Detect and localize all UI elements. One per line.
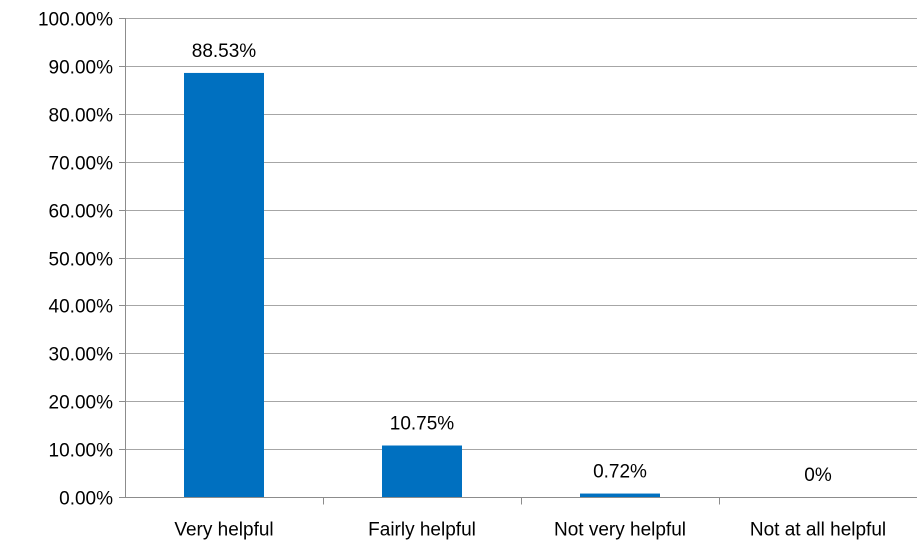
y-tick-label: 80.00% <box>49 106 114 127</box>
y-tick-label: 60.00% <box>49 202 114 223</box>
bar-fairly-helpful <box>382 445 462 497</box>
bar-very-helpful <box>184 72 264 498</box>
x-category-label: Not at all helpful <box>750 520 886 541</box>
bar-not-very-helpful <box>580 493 660 497</box>
y-tick-label: 40.00% <box>49 297 114 318</box>
x-category-label: Not very helpful <box>554 520 686 541</box>
x-category-label: Fairly helpful <box>368 520 476 541</box>
data-label: 0.72% <box>593 462 647 483</box>
y-tick-label: 70.00% <box>49 154 114 175</box>
y-tick-label: 50.00% <box>49 250 114 271</box>
y-tick-label: 90.00% <box>49 58 114 79</box>
y-tick-label: 0.00% <box>59 489 113 510</box>
bars <box>184 72 660 498</box>
y-axis-tick-labels: 0.00% 10.00% 20.00% 30.00% 40.00% 50.00% 60.00… <box>38 10 125 510</box>
data-label: 10.75% <box>390 414 455 435</box>
data-labels: 88.53% 10.75% 0.72% 0% <box>192 41 832 486</box>
x-axis <box>119 18 917 505</box>
y-tick-label: 100.00% <box>38 10 113 31</box>
y-tick-label: 20.00% <box>49 393 114 414</box>
data-label: 88.53% <box>192 41 257 62</box>
x-axis-category-labels: Very helpful Fairly helpful Not very helpf… <box>174 520 886 541</box>
x-category-label: Very helpful <box>174 520 273 541</box>
y-tick-label: 30.00% <box>49 345 114 366</box>
data-label: 0% <box>804 465 832 486</box>
y-tick-label: 10.00% <box>49 441 114 462</box>
